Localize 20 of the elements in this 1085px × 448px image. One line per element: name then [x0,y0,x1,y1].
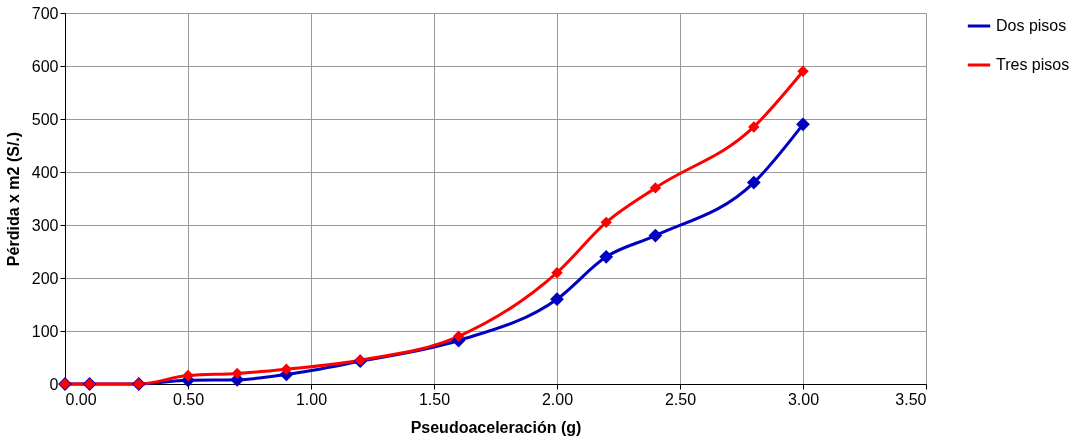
x-tick-label: 3.50 [895,390,927,408]
x-tick-label: 0.50 [172,390,205,408]
x-tick-label: 0.00 [65,390,97,408]
y-tick-label: 500 [31,110,59,128]
x-tick-label: 2.00 [541,390,574,408]
y-axis-title: Pérdida x m2 (S/.) [4,131,22,267]
y-tick-label: 200 [31,269,59,287]
x-axis-title: Pseudoaceleración (g) [410,418,582,436]
x-tick-label: 2.50 [664,390,697,408]
y-tick-label: 400 [31,163,59,181]
y-tick-label: 0 [49,375,59,393]
legend-label: Dos pisos [996,17,1067,34]
y-tick-label: 300 [31,216,59,234]
legend-label: Tres pisos [996,56,1070,73]
x-tick-label: 1.50 [418,390,451,408]
y-tick-label: 700 [31,4,59,22]
y-tick-label: 100 [31,322,59,340]
x-tick-label: 3.00 [787,390,820,408]
x-tick-label: 1.00 [295,390,328,408]
y-tick-label: 600 [31,57,59,75]
